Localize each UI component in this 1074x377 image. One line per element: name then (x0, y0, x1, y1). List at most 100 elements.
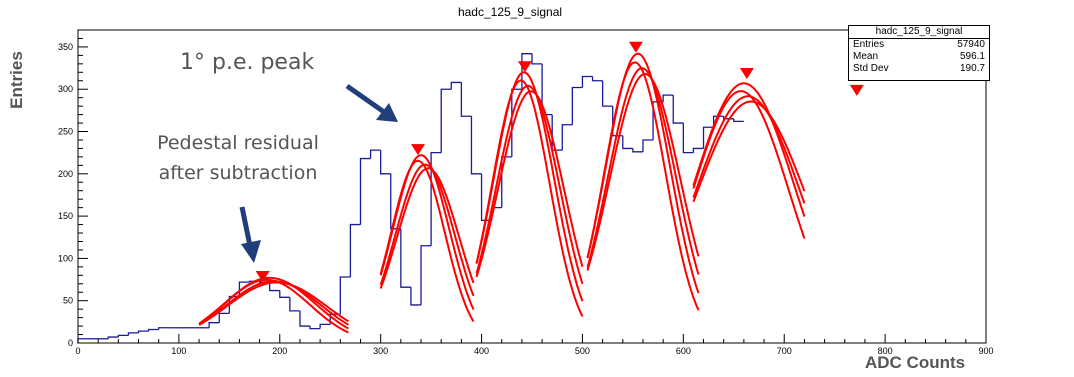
histogram-bin (531, 53, 543, 65)
y-axis-label: Entries (7, 51, 26, 109)
stats-box: hadc_125_9_signal Entries 57940 Mean 596.1… (848, 25, 990, 81)
histogram-bin (420, 245, 432, 305)
histogram-bin (561, 124, 573, 151)
histogram-bin (672, 95, 684, 124)
histogram-bin (137, 330, 149, 333)
x-tick-label: 600 (676, 346, 691, 356)
histogram-bin (682, 123, 694, 154)
y-tick-label: 100 (58, 253, 73, 263)
y-tick-label: 150 (58, 211, 73, 221)
histogram-bin (208, 322, 220, 328)
x-tick-label: 800 (878, 346, 893, 356)
histogram-bin (289, 297, 300, 312)
histogram-bin (279, 290, 290, 298)
fit-curve (198, 276, 349, 330)
x-tick-label: 500 (575, 346, 590, 356)
peak-marker (410, 144, 425, 156)
x-tick-label: 400 (474, 346, 489, 356)
histogram-bin (662, 94, 674, 102)
peak-marker (628, 41, 643, 53)
histogram-bin (692, 147, 704, 153)
x-tick-label: 200 (272, 346, 287, 356)
histogram-bin (299, 310, 311, 327)
histogram-bin (440, 88, 452, 153)
peak-markers (255, 41, 864, 283)
histogram-bin (571, 86, 583, 125)
histogram-bin (581, 75, 593, 88)
peak-marker (739, 67, 754, 79)
stats-title: hadc_125_9_signal (849, 26, 989, 39)
histogram-bin (450, 81, 462, 90)
stats-row-mean: Mean 596.1 (853, 51, 985, 62)
peak-marker (255, 271, 270, 283)
annotation-pedestal: Pedestal residual after subtraction (157, 132, 319, 184)
histogram-bin (511, 88, 522, 157)
histogram-bin (127, 332, 139, 336)
histogram-bin (591, 76, 603, 82)
peak-marker (517, 61, 532, 73)
fit-curve (586, 72, 700, 271)
fit-curve (198, 278, 349, 334)
fit-curve (379, 159, 475, 323)
x-tick-label: 0 (75, 346, 80, 356)
arrow-pedestal (239, 206, 253, 247)
y-tick-label: 50 (63, 296, 73, 306)
plot-frame (77, 29, 987, 344)
fit-curve (586, 67, 700, 275)
stats-row-entries: Entries 57940 (853, 39, 985, 50)
fit-curve (379, 167, 475, 289)
fit-curves (198, 52, 806, 334)
histogram-bin (733, 118, 744, 123)
histogram-bin (269, 282, 280, 292)
y-tick-label: 350 (58, 42, 73, 52)
histogram-bin (77, 338, 89, 343)
fit-curve (198, 281, 349, 326)
arrow-pedestal-head (241, 240, 261, 263)
fit-curve (692, 90, 806, 239)
histogram-bin (309, 326, 321, 330)
histogram-bin (430, 152, 442, 246)
x-tick-label: 700 (777, 346, 792, 356)
fit-curve (475, 84, 584, 285)
fit-curve (692, 100, 806, 203)
histogram-bin (117, 334, 129, 338)
histogram-bin (410, 287, 422, 306)
histogram-bin (359, 157, 371, 225)
histogram-bin (702, 126, 714, 149)
histogram-bin (319, 323, 331, 329)
histogram-series (77, 53, 744, 343)
x-tick-label: 900 (978, 346, 993, 356)
histogram-bin (147, 328, 159, 332)
stats-row-stddev: Std Dev 190.7 (853, 63, 985, 74)
x-tick-label: 100 (171, 346, 186, 356)
histogram-bin (470, 116, 482, 175)
histogram-bin (521, 53, 532, 90)
histogram-bin (158, 327, 169, 330)
y-tick-label: 250 (58, 127, 73, 137)
x-axis-label: ADC Counts (865, 353, 966, 372)
histogram-bin (601, 80, 613, 107)
fit-curve (586, 61, 700, 311)
annotation-pe-peak: 1° p.e. peak (180, 50, 315, 75)
histogram-bin (349, 223, 361, 278)
histogram-bin (369, 149, 381, 159)
y-tick-label: 200 (58, 169, 73, 179)
peak-marker (849, 84, 864, 96)
fit-curve (692, 95, 806, 204)
axes: 0 100 200 300 400 500 600 700 800 900 0 50 100 150 200… (58, 37, 994, 356)
histogram-bin (228, 295, 240, 314)
histogram-bin (460, 82, 472, 117)
histogram-bin (632, 148, 643, 153)
x-tick-label: 300 (373, 346, 388, 356)
histogram-bin (622, 135, 633, 150)
y-tick-label: 300 (58, 84, 73, 94)
arrow-pe-peak-head (376, 103, 398, 122)
histogram-bin (107, 336, 119, 339)
histogram-bin (218, 312, 230, 323)
histogram-bin (380, 150, 391, 175)
fit-curve (379, 163, 475, 297)
chart-title: hadc_125_9_signal (457, 5, 563, 19)
histogram-bin (642, 139, 654, 152)
histogram-bin (339, 276, 351, 315)
